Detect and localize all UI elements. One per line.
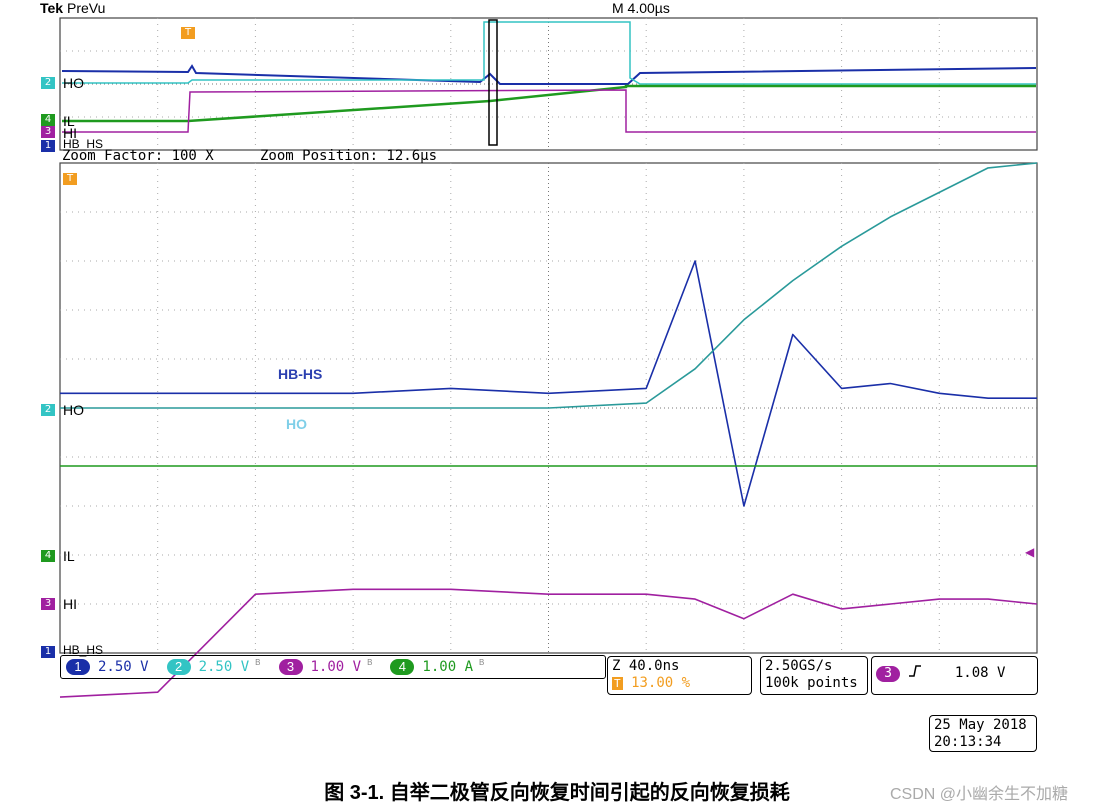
datetime-box: 25 May 2018 20:13:34 xyxy=(929,715,1037,752)
channel-3-badge: 3 xyxy=(278,659,303,675)
overview-ch2-marker: 2 xyxy=(41,77,55,89)
overview-il-label: IL xyxy=(63,113,75,129)
record-length-label: 100k points xyxy=(765,675,858,691)
hbhs-channel-label: HB_HS xyxy=(63,643,104,657)
overview-hi-label: HI xyxy=(63,125,77,141)
horizontal-settings-box: Z 40.0ns T 13.00 % xyxy=(607,656,752,695)
trace-ho xyxy=(60,162,1038,409)
zoom-factor-label: Zoom Factor: 100 X xyxy=(62,148,214,164)
overview-il-trace xyxy=(62,84,1036,123)
channel-2-scale: 2 2.50 V B xyxy=(166,658,261,675)
mode-label: PreVu xyxy=(66,0,106,16)
zoom-traces xyxy=(59,162,1038,698)
bandwidth-limit-icon: B xyxy=(479,658,485,668)
trigger-box: 3 1.08 V xyxy=(871,656,1038,695)
trigger-position-row: T 13.00 % xyxy=(612,675,747,692)
trigger-level-arrow-icon: ◀ xyxy=(1025,545,1035,559)
ch3-ground-marker: 3 xyxy=(41,598,55,610)
ho-channel-label: HO xyxy=(63,402,84,418)
il-channel-label: IL xyxy=(63,548,75,564)
channel-scale-bar xyxy=(60,655,606,679)
watermark: CSDN @小幽余生不加糖 xyxy=(890,786,1069,803)
zoom-trigger-marker: T xyxy=(63,173,77,185)
zoom-grid xyxy=(60,163,1037,653)
trace-hi xyxy=(59,588,1038,698)
overview-hi-trace xyxy=(62,89,1036,133)
overview-ho-label: HO xyxy=(63,75,84,91)
channel-4-scale-label: 1.00 A xyxy=(422,659,473,675)
brand-label: Tek xyxy=(40,0,64,16)
acquisition-box: 2.50GS/s 100k points xyxy=(760,656,868,695)
channel-1-scale: 1 2.50 V xyxy=(66,658,149,675)
channel-scale-row: 1 2.50 V 2 2.50 V B 3 1.00 V B 4 1.00 A B xyxy=(66,658,502,676)
header: Tek PreVu xyxy=(40,0,105,16)
overview-ho-trace xyxy=(62,21,1036,85)
ch4-ground-marker: 4 xyxy=(41,550,55,562)
overview-ch1-marker: 1 xyxy=(41,140,55,152)
channel-2-scale-label: 2.50 V xyxy=(198,659,250,675)
overview-hbhs-trace xyxy=(61,64,1037,85)
hbhs-annotation: HB-HS xyxy=(278,366,323,382)
sample-rate-label: 2.50GS/s xyxy=(765,658,833,674)
overview-ch3-marker: 3 xyxy=(41,126,55,138)
channel-4-scale: 4 1.00 A B xyxy=(390,658,485,675)
trigger-channel-badge: 3 xyxy=(876,666,900,682)
zoom-window xyxy=(488,19,498,146)
trigger-position-label: 13.00 % xyxy=(631,675,691,691)
ho-annotation: HO xyxy=(286,416,307,432)
channel-1-badge: 1 xyxy=(66,659,90,675)
ch2-ground-marker: 2 xyxy=(41,404,55,416)
bandwidth-limit-icon: B xyxy=(367,658,373,668)
channel-3-scale-label: 1.00 V xyxy=(310,659,362,675)
trigger-level-label: 1.08 V xyxy=(954,665,1006,681)
ch1-ground-marker: 1 xyxy=(41,646,55,658)
timebase-label: M 4.00µs xyxy=(612,0,670,16)
hi-channel-label: HI xyxy=(63,596,77,612)
bandwidth-limit-icon: B xyxy=(255,658,261,668)
rising-edge-icon xyxy=(908,665,922,677)
zoom-time-label: Z 40.0ns xyxy=(612,658,680,674)
zoom-panel xyxy=(59,162,1038,698)
zoom-position-label: Zoom Position: 12.6µs xyxy=(260,148,438,164)
channel-3-scale: 3 1.00 V B xyxy=(278,658,373,675)
overview-trigger-marker: T xyxy=(181,27,195,39)
overview-panel xyxy=(59,17,1038,151)
channel-2-badge: 2 xyxy=(166,659,191,675)
figure-caption: 图 3-1. 自举二极管反向恢复时间引起的反向恢复损耗 xyxy=(324,782,790,804)
channel-1-scale-label: 2.50 V xyxy=(98,659,149,675)
overview-hbhs-label: HB_HS xyxy=(63,137,104,151)
date-label: 25 May 2018 xyxy=(934,717,1027,733)
overview-ch4-marker: 4 xyxy=(41,114,55,126)
trace-hbhs xyxy=(60,260,1037,507)
channel-4-badge: 4 xyxy=(390,659,415,675)
trigger-position-marker: T xyxy=(612,677,623,690)
time-label: 20:13:34 xyxy=(934,734,1002,750)
